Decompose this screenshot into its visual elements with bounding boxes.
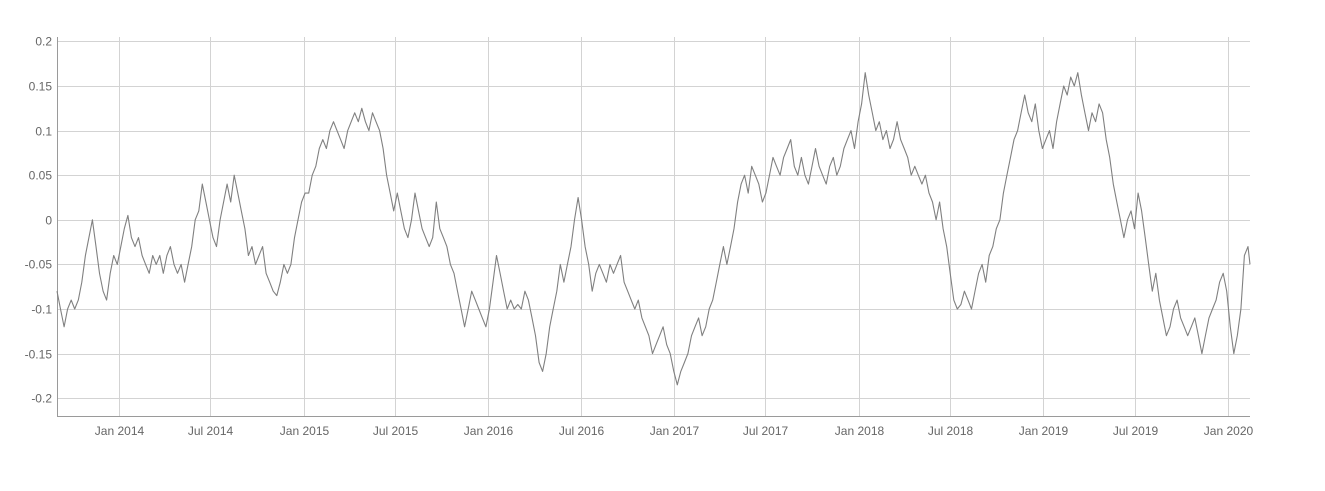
x-tick-label: Jan 2019 [1019, 424, 1069, 438]
y-tick-label: -0.1 [31, 303, 52, 317]
x-tick-label: Jan 2017 [650, 424, 700, 438]
axis-layer [57, 37, 1250, 417]
x-tick-label: Jul 2014 [188, 424, 234, 438]
x-tick-label: Jul 2015 [373, 424, 419, 438]
x-tick-label: Jan 2016 [464, 424, 514, 438]
y-tick-label: 0.05 [29, 169, 53, 183]
series-line [56, 72, 1251, 386]
x-tick-label: Jan 2018 [835, 424, 885, 438]
x-tick-label: Jul 2016 [559, 424, 605, 438]
series-layer [56, 72, 1251, 386]
x-tick-label: Jul 2017 [743, 424, 789, 438]
y-tick-label: -0.15 [25, 348, 53, 362]
label-layer: 0.2 0.15 0.1 0.05 0 -0.05 -0.1 -0.15 -0.2 Jan 201… [25, 35, 1254, 439]
x-tick-label: Jan 2020 [1204, 424, 1254, 438]
y-tick-label: -0.05 [25, 258, 53, 272]
x-tick-label: Jan 2015 [280, 424, 330, 438]
y-tick-label: 0.15 [29, 80, 53, 94]
y-tick-label: 0.1 [35, 125, 52, 139]
x-tick-label: Jul 2019 [1113, 424, 1159, 438]
y-tick-label: -0.2 [31, 392, 52, 406]
y-tick-label: 0.2 [35, 35, 52, 49]
x-tick-label: Jul 2018 [928, 424, 974, 438]
y-tick-label: 0 [45, 214, 52, 228]
x-tick-label: Jan 2014 [95, 424, 145, 438]
grid-layer [57, 37, 1250, 416]
